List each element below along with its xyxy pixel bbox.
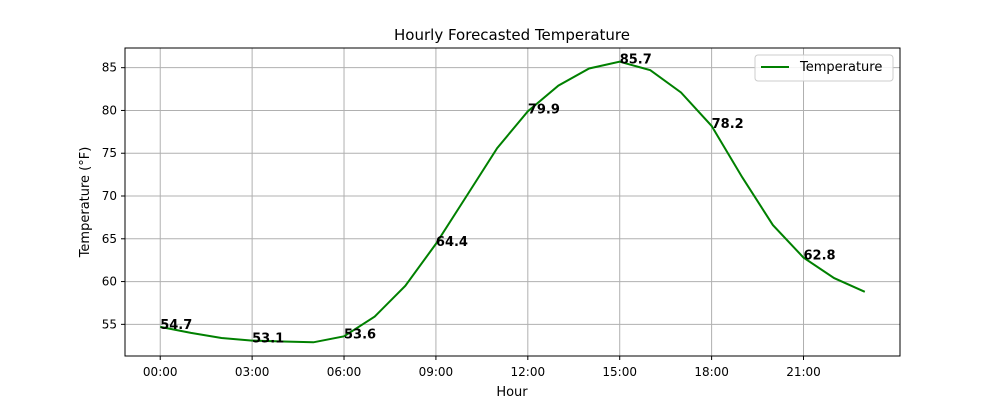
y-tick-label: 80 [102, 103, 117, 117]
x-axis-label: Hour [496, 385, 528, 400]
x-axis-ticks: 00:00 03:00 06:00 09:00 12:00 15:00 18:00 21:00 [143, 356, 821, 379]
y-tick-label: 85 [102, 61, 117, 75]
legend: Temperature [754, 54, 894, 82]
y-tick-label: 60 [102, 275, 117, 289]
y-tick-label: 65 [102, 232, 117, 246]
x-tick-label: 03:00 [235, 365, 270, 379]
temperature-line [160, 60, 866, 344]
x-tick-label: 18:00 [694, 365, 729, 379]
y-axis-ticks: 55 60 65 70 75 80 85 [102, 61, 125, 331]
plot-area: 54.7 53.1 53.6 64.4 79.9 85.7 78.2 62.8 [160, 53, 866, 347]
x-tick-label: 21:00 [786, 365, 821, 379]
data-label: 62.8 [804, 249, 836, 264]
x-tick-label: 06:00 [327, 365, 362, 379]
axes-frame [124, 47, 901, 357]
x-tick-label: 15:00 [602, 365, 637, 379]
legend-label-temperature: Temperature [799, 60, 882, 75]
data-label: 64.4 [436, 235, 468, 250]
x-tick-label: 00:00 [143, 365, 178, 379]
y-axis-label: Temperature (°F) [78, 147, 93, 259]
chart-title: Hourly Forecasted Temperature [394, 26, 630, 44]
legend-box [754, 54, 894, 82]
data-label: 78.2 [712, 117, 744, 132]
y-tick-label: 70 [102, 189, 117, 203]
data-label: 54.7 [160, 318, 192, 333]
data-label: 53.1 [252, 332, 284, 347]
grid-lines [125, 48, 900, 356]
data-label: 79.9 [528, 102, 560, 117]
data-label: 53.6 [344, 327, 376, 342]
y-tick-label: 55 [102, 317, 117, 331]
x-tick-label: 12:00 [511, 365, 546, 379]
x-tick-label: 09:00 [419, 365, 454, 379]
y-tick-label: 75 [102, 146, 117, 160]
data-label: 85.7 [620, 53, 652, 68]
